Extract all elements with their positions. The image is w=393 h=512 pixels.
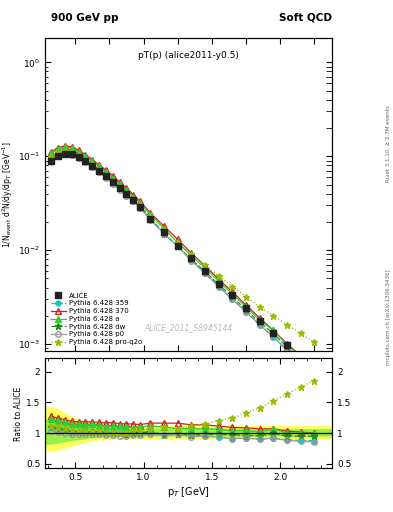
Text: ALICE_2011_S8945144: ALICE_2011_S8945144 xyxy=(145,323,233,332)
Text: 900 GeV pp: 900 GeV pp xyxy=(51,13,119,23)
Text: Soft QCD: Soft QCD xyxy=(279,13,332,23)
Text: mcplots.cern.ch [arXiv:1306.3436]: mcplots.cern.ch [arXiv:1306.3436] xyxy=(386,270,391,365)
Legend: ALICE, Pythia 6.428 359, Pythia 6.428 370, Pythia 6.428 a, Pythia 6.428 dw, Pyth: ALICE, Pythia 6.428 359, Pythia 6.428 37… xyxy=(49,291,144,347)
Text: Rivet 3.1.10, ≥ 2.7M events: Rivet 3.1.10, ≥ 2.7M events xyxy=(386,105,391,182)
Y-axis label: 1/N$_{\mathrm{event}}$ d$^2$N/dy/dp$_T$ [GeV$^{-1}$]: 1/N$_{\mathrm{event}}$ d$^2$N/dy/dp$_T$ … xyxy=(1,141,15,248)
Y-axis label: Ratio to ALICE: Ratio to ALICE xyxy=(14,387,23,440)
Text: pT(p) (alice2011-y0.5): pT(p) (alice2011-y0.5) xyxy=(138,51,239,60)
X-axis label: p$_T$ [GeV]: p$_T$ [GeV] xyxy=(167,485,210,499)
